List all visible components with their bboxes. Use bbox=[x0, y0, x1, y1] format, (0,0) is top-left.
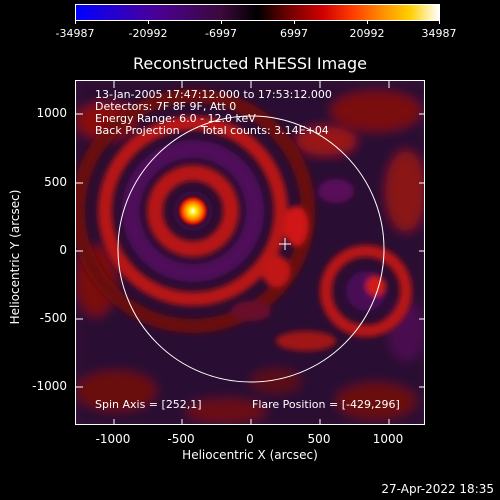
colorbar bbox=[75, 4, 440, 21]
y-axis-label: Heliocentric Y (arcsec) bbox=[8, 189, 22, 325]
spin-axis-marker bbox=[279, 238, 291, 250]
time-range-text: 13-Jan-2005 17:47:12.000 to 17:53:12.000 bbox=[95, 88, 332, 101]
x-tick-label: -500 bbox=[167, 432, 195, 446]
colorbar-label: 34987 bbox=[421, 27, 457, 40]
x-axis-label: Heliocentric X (arcsec) bbox=[182, 448, 318, 462]
solar-limb-circle bbox=[117, 115, 385, 383]
x-tick-label: 500 bbox=[307, 432, 331, 446]
colorbar-label: -20992 bbox=[128, 27, 168, 40]
colorbar-tick bbox=[75, 20, 76, 24]
spin-axis-text: Spin Axis = [252,1] bbox=[95, 398, 202, 411]
colorbar-label: 20992 bbox=[349, 27, 385, 40]
colorbar-label: -6997 bbox=[205, 27, 237, 40]
y-tick-label: 500 bbox=[44, 175, 67, 189]
flare-position-text: Flare Position = [-429,296] bbox=[252, 398, 400, 411]
energy-range-text: Energy Range: 6.0 - 12.0 keV bbox=[95, 112, 256, 125]
rhessi-image: 13-Jan-2005 17:47:12.000 to 17:53:12.000… bbox=[75, 80, 425, 425]
footer-date: 27-Apr-2022 18:35 bbox=[381, 482, 494, 496]
flare-source bbox=[177, 195, 209, 227]
colorbar-tick bbox=[439, 20, 440, 24]
axis-ticks bbox=[76, 81, 424, 424]
total-counts-text: Total counts: 3.14E+04 bbox=[201, 124, 329, 137]
colorbar-label: -34987 bbox=[55, 27, 95, 40]
y-tick-label: -1000 bbox=[32, 379, 67, 393]
x-tick-label: 1000 bbox=[372, 432, 404, 446]
colorbar-label: 6997 bbox=[280, 27, 308, 40]
rhessi-image-canvas bbox=[76, 81, 424, 424]
colorbar-tick bbox=[294, 20, 295, 24]
colorbar-tick bbox=[221, 20, 222, 24]
y-tick-label: 0 bbox=[59, 243, 67, 257]
method-text: Back Projection bbox=[95, 124, 180, 137]
y-tick-label: -500 bbox=[39, 311, 67, 325]
y-tick-label: 1000 bbox=[36, 106, 67, 120]
detectors-text: Detectors: 7F 8F 9F, Att 0 bbox=[95, 100, 237, 113]
colorbar-tick bbox=[148, 20, 149, 24]
x-tick-label: 0 bbox=[246, 432, 254, 446]
colorbar-tick bbox=[367, 20, 368, 24]
x-tick-label: -1000 bbox=[95, 432, 131, 446]
image-title: Reconstructed RHESSI Image bbox=[133, 54, 367, 73]
